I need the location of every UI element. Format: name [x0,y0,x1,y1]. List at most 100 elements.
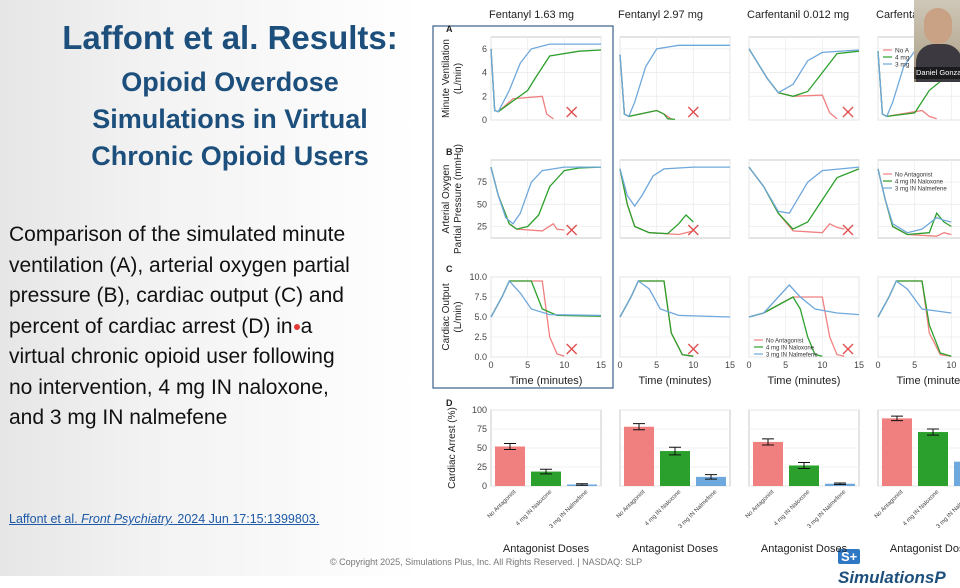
citation-link[interactable]: Laffont et al. Front Psychiatry. 2024 Ju… [9,512,319,526]
series-line-2 [877,280,952,318]
x-axis-title: Antagonist Doses [761,543,848,555]
legend-label: No Antagonist [895,173,933,179]
x-tick-label: 0 [617,360,622,370]
y-tick-label: 50 [477,443,487,453]
row-axis-label-line: Cardiac Output [441,283,452,350]
series-line-2 [490,43,601,113]
series-line-1 [619,168,694,235]
y-tick-label: 25 [477,221,487,231]
highlight-frame [432,25,614,389]
x-axis-title: Time (minutes) [768,375,841,387]
body-line: virtual chronic opioid user following [9,345,335,368]
cardiac-arrest-bar [882,418,912,486]
citation-journal: Front Psychiatry. [81,512,174,526]
error-bar [798,461,810,470]
cardiac-arrest-bar [531,471,561,486]
column-title: Fentanyl 1.63 mg [489,9,574,21]
row-axis-label-line: (L/min) [453,63,464,94]
cardiac-arrest-bar [789,465,819,486]
x-tick-label: 5 [912,360,917,370]
slide-subtitle-line-1: Opioid Overdose [121,67,339,97]
cardiac-arrest-bar [624,426,654,486]
column-title: Fentanyl 2.97 mg [618,9,703,21]
error-bar [927,428,939,436]
panel-frame [490,159,602,239]
column-title: Carfentanil 0.012 mg [747,9,849,21]
legend-label: No Antagonist [766,339,804,345]
y-tick-label: 0.0 [474,352,487,362]
cardiac-arrest-bar [918,432,948,486]
error-bar [540,468,552,475]
cardiac-arrest-bar [696,476,726,486]
y-tick-label: 2 [482,91,487,101]
row-axis-label: Arterial OxygenPartial Pressure (mmHg) [441,144,464,254]
bar-category-label: 4 mg IN Naloxone [773,489,812,528]
panel-cardiac-1: 0.0 2.5 5.0 7.5 10.0 [469,272,602,362]
x-tick-label: 10 [559,360,569,370]
panel-letter: C [446,264,453,274]
panel-letter: B [446,147,453,157]
x-tick-label: 10 [817,360,827,370]
series-line-2 [748,166,860,214]
panel-frame [619,36,731,121]
arrest-cross-marker [566,343,578,355]
cardiac-arrest-bar [954,461,960,486]
citation-details: 2024 Jun 17:15:1399803. [177,512,320,526]
arrest-cross-marker [566,224,578,236]
series-line-2 [748,48,860,94]
slide-subtitle-line-3: Chronic Opioid Users [91,141,369,171]
results-figure: Fentanyl 1.63 mg Fentanyl 2.97 mg Carfenta… [432,9,960,555]
legend-label: 3 mg IN Nalmefene [766,353,818,359]
legend-label: 4 mg [895,55,910,62]
legend-label: 4 mg IN Naloxone [766,346,815,352]
panel-ventilation-1: 0 2 4 6 [482,36,602,125]
series-line-2 [490,166,601,225]
panel-cardiac-4 [877,276,960,358]
x-axis-title: Antagonist Doses [632,543,719,555]
y-tick-label: 25 [477,462,487,472]
x-tick-label: 0 [875,360,880,370]
bar-category-label: No Antagonist [874,489,905,520]
series-line-2 [490,279,602,318]
panel-letter: A [446,24,453,34]
bar-category-label: 3 mg IN Nalmefene [936,489,960,530]
body-line: percent of cardiac arrest (D) in a [9,312,409,343]
body-line: Comparison of the simulated minute [9,223,346,246]
cardiac-arrest-bar [495,446,525,486]
row-axis-label-line: Partial Pressure (mmHg) [453,144,464,254]
bar-category-label: 4 mg IN Naloxone [644,489,683,528]
panel-ventilation-3 [748,36,860,121]
y-tick-label: 4 [482,68,487,78]
row-axis-label-line: Minute Ventilation [441,39,452,118]
y-tick-label: 6 [482,44,487,54]
webcam-person-head [924,8,952,44]
bar-category-label: No Antagonist [745,489,776,520]
row-axis-label-line: (L/min) [453,301,464,332]
body-line: ventilation (A), arterial oxygen partial [9,253,350,277]
webcam-name-label: Daniel Gonzal [914,67,960,79]
error-bar [576,483,588,486]
x-tick-label: 10 [688,360,698,370]
row-axis-label: Minute Ventilation(L/min) [441,39,464,118]
bar-category-label: 3 mg IN Nalmefene [678,489,719,530]
y-tick-label: 50 [477,199,487,209]
body-line: no intervention, 4 mg IN naloxone, [9,375,329,399]
laser-pointer-dot [293,323,300,330]
error-bar [669,446,681,456]
panel-letter: D [446,398,453,408]
webcam-video[interactable]: Daniel Gonzal [914,0,960,82]
logo-mark: S+ [838,549,861,564]
error-bar [762,438,774,446]
title-block: Laffont et al. Results: Opioid Overdose … [20,18,440,175]
panel-ventilation-2 [619,36,731,121]
x-axis-title: Antagonist Doses [503,543,590,555]
panel-oxygen-4 [877,159,960,239]
panel-oxygen-3 [748,159,860,239]
arrest-cross-marker [842,343,854,355]
x-tick-label: 15 [725,360,735,370]
x-tick-label: 15 [596,360,606,370]
